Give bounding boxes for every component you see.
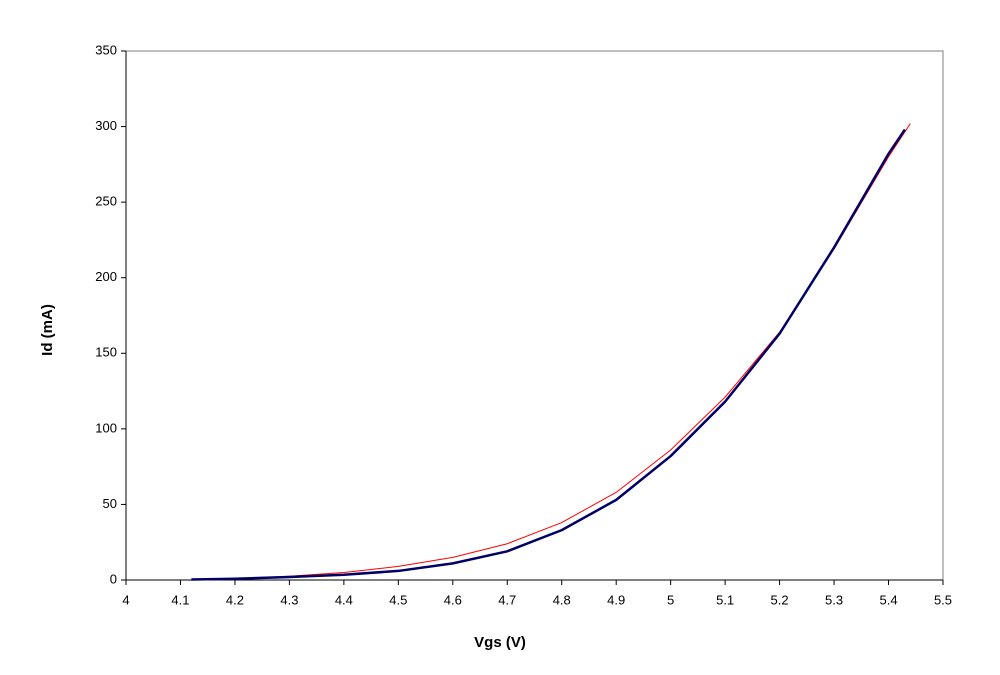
x-tick-label: 4.2 <box>226 592 244 607</box>
x-tick-label: 4.1 <box>171 592 189 607</box>
x-tick-label: 4.4 <box>335 592 353 607</box>
x-tick-label: 4 <box>122 592 129 607</box>
x-tick-label: 4.9 <box>607 592 625 607</box>
y-tick-label: 0 <box>110 571 117 586</box>
x-tick-label: 5.3 <box>825 592 843 607</box>
x-tick-label: 5.4 <box>879 592 897 607</box>
x-axis-title: Vgs (V) <box>474 634 526 651</box>
y-tick-label: 150 <box>95 345 117 360</box>
y-tick-label: 350 <box>95 42 117 57</box>
x-tick-label: 5.2 <box>771 592 789 607</box>
y-axis-title: Id (mA) <box>39 304 56 356</box>
x-tick-label: 4.8 <box>553 592 571 607</box>
x-tick-label: 4.7 <box>498 592 516 607</box>
y-tick-label: 200 <box>95 269 117 284</box>
y-tick-label: 250 <box>95 194 117 209</box>
x-tick-label: 4.3 <box>280 592 298 607</box>
series-line <box>245 123 911 579</box>
plot-frame <box>125 50 944 581</box>
x-tick-label: 5 <box>667 592 674 607</box>
x-tick-label: 5.5 <box>934 592 952 607</box>
x-tick-label: 5.1 <box>716 592 734 607</box>
x-tick-label: 4.5 <box>389 592 407 607</box>
y-tick-label: 100 <box>95 420 117 435</box>
x-tick-label: 4.6 <box>444 592 462 607</box>
y-tick-label: 50 <box>103 496 117 511</box>
y-tick-label: 300 <box>95 118 117 133</box>
series-line <box>191 128 906 581</box>
